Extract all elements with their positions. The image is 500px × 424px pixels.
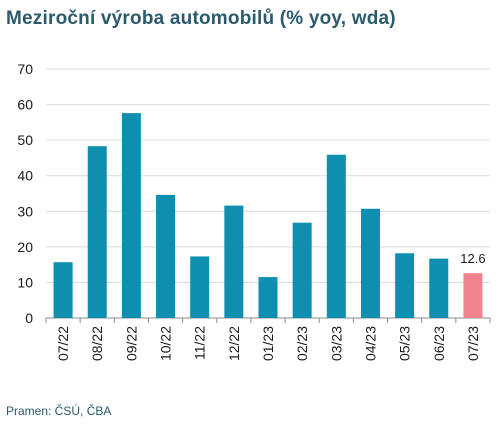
- y-tick-label: 30: [17, 203, 33, 219]
- x-axis-ticks: 07/22 08/22 09/22 10/22 11/22 12/22 01/23 02/23…: [45, 318, 491, 361]
- x-tick-label: 03/23: [328, 326, 344, 361]
- bar-08-22: [87, 146, 107, 318]
- bar-07-23: [463, 273, 483, 318]
- y-tick-label: 60: [17, 97, 33, 113]
- bars: [53, 113, 483, 318]
- bar-05-23: [395, 253, 415, 318]
- y-axis-ticks: 0 10 20 30 40 50 60 70: [17, 61, 33, 326]
- x-tick-label: 04/23: [362, 326, 378, 361]
- bar-01-23: [258, 277, 278, 318]
- source-note: Pramen: ČSÚ, ČBA: [6, 404, 112, 418]
- x-tick-label: 05/23: [397, 326, 413, 361]
- y-tick-label: 70: [17, 61, 33, 77]
- y-tick-label: 40: [17, 168, 33, 184]
- x-tick-label: 07/23: [465, 326, 481, 361]
- bar-07-22: [53, 262, 73, 318]
- x-tick-label: 08/22: [89, 326, 105, 361]
- bar-11-22: [190, 256, 210, 318]
- bar-03-23: [326, 154, 346, 318]
- x-tick-label: 09/22: [123, 326, 139, 361]
- bar-02-23: [292, 222, 312, 318]
- x-tick-label: 12/22: [226, 326, 242, 361]
- y-tick-label: 0: [25, 310, 33, 326]
- chart-title: Meziroční výroba automobilů (% yoy, wda): [6, 8, 396, 29]
- x-tick-label: 10/22: [158, 326, 174, 361]
- x-tick-label: 02/23: [294, 326, 310, 361]
- bar-10-22: [156, 194, 176, 318]
- x-tick-label: 07/22: [55, 326, 71, 361]
- x-tick-label: 01/23: [260, 326, 276, 361]
- x-tick-label: 06/23: [431, 326, 447, 361]
- bar-04-23: [360, 208, 380, 318]
- bar-12-22: [224, 205, 244, 318]
- y-tick-label: 20: [17, 239, 33, 255]
- y-tick-label: 50: [17, 132, 33, 148]
- x-tick-label: 11/22: [192, 326, 208, 360]
- y-tick-label: 10: [17, 274, 33, 290]
- data-label: 12.6: [460, 251, 485, 266]
- data-labels: 12.6: [460, 251, 485, 266]
- bar-09-22: [121, 113, 141, 318]
- bar-06-23: [429, 258, 449, 318]
